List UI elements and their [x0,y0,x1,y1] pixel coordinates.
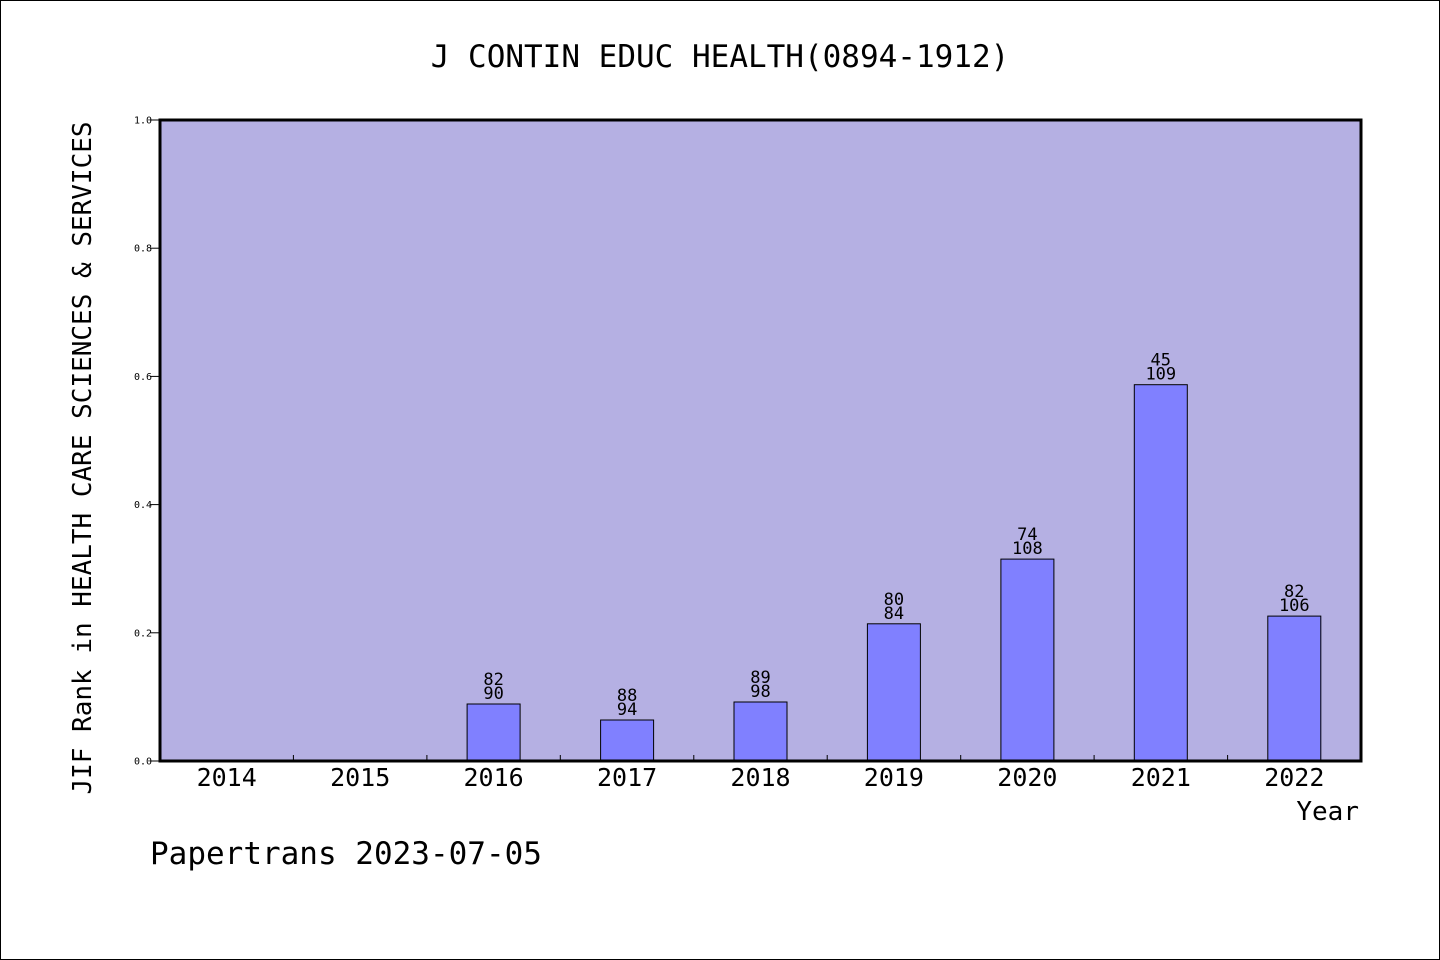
x-tick-label-2014: 2014 [197,763,257,792]
footer-credit: Papertrans 2023-07-05 [150,836,542,872]
chart-title: J CONTIN EDUC HEALTH(0894-1912) [431,39,1010,75]
y-tick-label: 0.4 [134,500,152,511]
bar-rank-label-2017: 88 [617,686,637,706]
bar-rank-label-2018: 89 [750,668,770,688]
bar-total-label-2016: 90 [483,684,503,704]
bar-2020 [1000,558,1055,762]
bar-2018 [733,701,788,762]
y-axis-label: JIF Rank in HEALTH CARE SCIENCES & SERVI… [68,121,98,794]
y-tick-label: 0.2 [134,628,152,639]
bar-total-label-2022: 106 [1279,596,1310,616]
y-tick-label: 0.0 [134,757,152,768]
x-axis-ticks: 2014 2015 2016 2017 2018 2019 2020 2021 2022 [197,755,1324,792]
x-tick-label-2022: 2022 [1264,763,1324,792]
bar-rank-label-2016: 82 [483,670,503,690]
bar-rank-label-2022: 82 [1284,582,1304,602]
y-tick-label: 1.0 [134,116,152,127]
bar-2016 [466,703,521,762]
bar-total-label-2019: 84 [884,604,904,624]
bar-total-label-2021: 109 [1145,365,1176,385]
bar-total-label-2020: 108 [1012,539,1043,559]
x-tick-label-2015: 2015 [330,763,390,792]
y-tick-label: 0.6 [134,372,152,383]
y-axis-ticks: 0.0 0.2 0.4 0.6 0.8 1.0 [134,116,160,768]
x-tick-label-2021: 2021 [1131,763,1191,792]
bar-rank-label-2020: 74 [1017,525,1037,545]
x-tick-label-2017: 2017 [597,763,657,792]
bars-group [466,384,1322,762]
x-tick-label-2019: 2019 [864,763,924,792]
bar-2022 [1267,615,1322,762]
bar-2019 [866,623,921,762]
bar-total-label-2018: 98 [750,682,770,702]
bar-rank-label-2021: 45 [1151,351,1171,371]
bar-2017 [600,719,655,762]
bar-rank-label-2019: 80 [884,590,904,610]
plot-border [158,118,1363,763]
x-tick-label-2018: 2018 [730,763,790,792]
y-tick-label: 0.8 [134,244,152,255]
x-tick-label-2016: 2016 [463,763,523,792]
bar-2021 [1133,384,1188,762]
x-tick-label-2020: 2020 [997,763,1057,792]
bar-total-label-2017: 94 [617,700,637,720]
x-axis-label: Year [1296,797,1359,827]
